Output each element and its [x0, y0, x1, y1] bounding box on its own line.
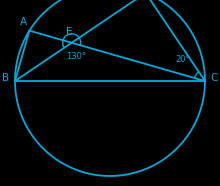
Text: C: C — [210, 73, 218, 83]
Text: 130°: 130° — [66, 52, 86, 61]
Text: 20°: 20° — [176, 54, 190, 63]
Text: A: A — [20, 17, 27, 27]
Text: E: E — [66, 27, 73, 37]
Text: B: B — [2, 73, 9, 83]
